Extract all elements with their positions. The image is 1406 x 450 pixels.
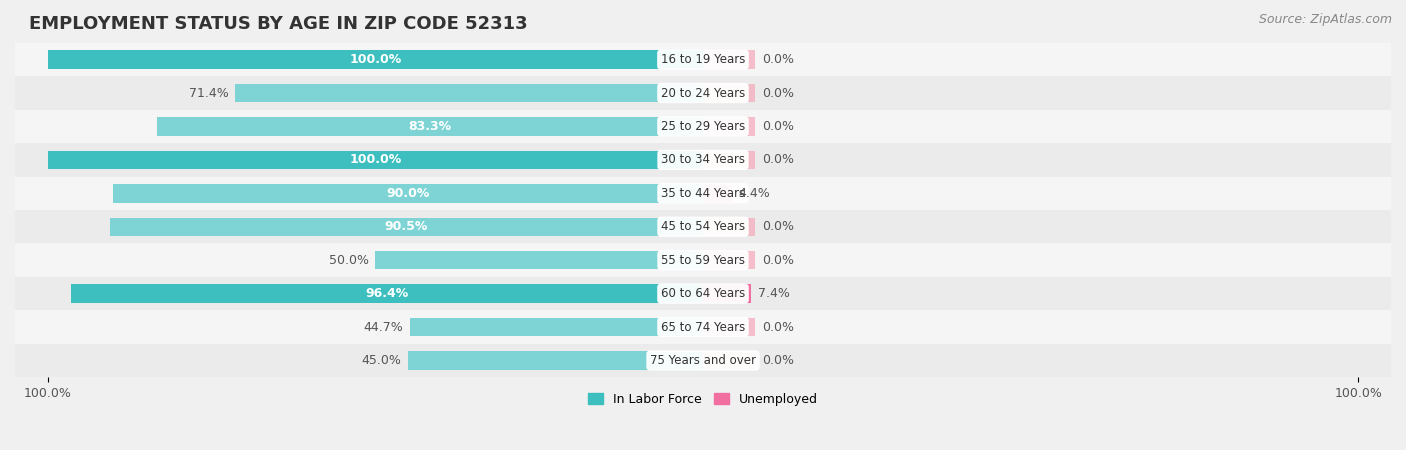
Text: 0.0%: 0.0% — [762, 220, 794, 233]
Bar — [703, 50, 755, 69]
Bar — [15, 210, 1391, 243]
Bar — [411, 318, 703, 336]
Bar — [114, 184, 703, 202]
Bar — [48, 50, 703, 69]
Text: 25 to 29 Years: 25 to 29 Years — [661, 120, 745, 133]
Bar — [703, 217, 755, 236]
Text: 96.4%: 96.4% — [366, 287, 409, 300]
Bar — [408, 351, 703, 369]
Text: EMPLOYMENT STATUS BY AGE IN ZIP CODE 52313: EMPLOYMENT STATUS BY AGE IN ZIP CODE 523… — [28, 15, 527, 33]
Bar — [15, 310, 1391, 344]
Bar — [157, 117, 703, 135]
Bar — [15, 143, 1391, 176]
Text: 90.0%: 90.0% — [387, 187, 430, 200]
Text: 75 Years and over: 75 Years and over — [650, 354, 756, 367]
Text: Source: ZipAtlas.com: Source: ZipAtlas.com — [1258, 14, 1392, 27]
Text: 45.0%: 45.0% — [361, 354, 402, 367]
Text: 55 to 59 Years: 55 to 59 Years — [661, 254, 745, 267]
Bar — [15, 277, 1391, 310]
Text: 90.5%: 90.5% — [385, 220, 429, 233]
Text: 83.3%: 83.3% — [409, 120, 451, 133]
Text: 0.0%: 0.0% — [762, 120, 794, 133]
Text: 4.4%: 4.4% — [738, 187, 770, 200]
Bar — [703, 84, 755, 102]
Bar — [15, 243, 1391, 277]
Text: 7.4%: 7.4% — [758, 287, 790, 300]
Text: 71.4%: 71.4% — [188, 86, 229, 99]
Bar — [375, 251, 703, 270]
Text: 16 to 19 Years: 16 to 19 Years — [661, 53, 745, 66]
Text: 45 to 54 Years: 45 to 54 Years — [661, 220, 745, 233]
Bar — [15, 43, 1391, 76]
Text: 65 to 74 Years: 65 to 74 Years — [661, 320, 745, 333]
Bar — [110, 217, 703, 236]
Text: 30 to 34 Years: 30 to 34 Years — [661, 153, 745, 166]
Bar — [703, 318, 755, 336]
Text: 44.7%: 44.7% — [364, 320, 404, 333]
Text: 60 to 64 Years: 60 to 64 Years — [661, 287, 745, 300]
Bar — [15, 110, 1391, 143]
Text: 0.0%: 0.0% — [762, 354, 794, 367]
Text: 50.0%: 50.0% — [329, 254, 368, 267]
Bar — [703, 251, 755, 270]
Text: 100.0%: 100.0% — [349, 53, 402, 66]
Text: 20 to 24 Years: 20 to 24 Years — [661, 86, 745, 99]
Bar — [15, 76, 1391, 110]
Bar — [48, 151, 703, 169]
Text: 0.0%: 0.0% — [762, 153, 794, 166]
Bar — [15, 344, 1391, 377]
Bar — [703, 184, 733, 202]
Text: 0.0%: 0.0% — [762, 320, 794, 333]
Bar — [703, 151, 755, 169]
Bar — [72, 284, 703, 303]
Bar — [703, 284, 751, 303]
Text: 0.0%: 0.0% — [762, 53, 794, 66]
Text: 0.0%: 0.0% — [762, 254, 794, 267]
Text: 35 to 44 Years: 35 to 44 Years — [661, 187, 745, 200]
Text: 0.0%: 0.0% — [762, 86, 794, 99]
Bar — [703, 351, 755, 369]
Legend: In Labor Force, Unemployed: In Labor Force, Unemployed — [583, 388, 823, 411]
Bar — [703, 117, 755, 135]
Text: 100.0%: 100.0% — [349, 153, 402, 166]
Bar — [15, 176, 1391, 210]
Bar — [235, 84, 703, 102]
